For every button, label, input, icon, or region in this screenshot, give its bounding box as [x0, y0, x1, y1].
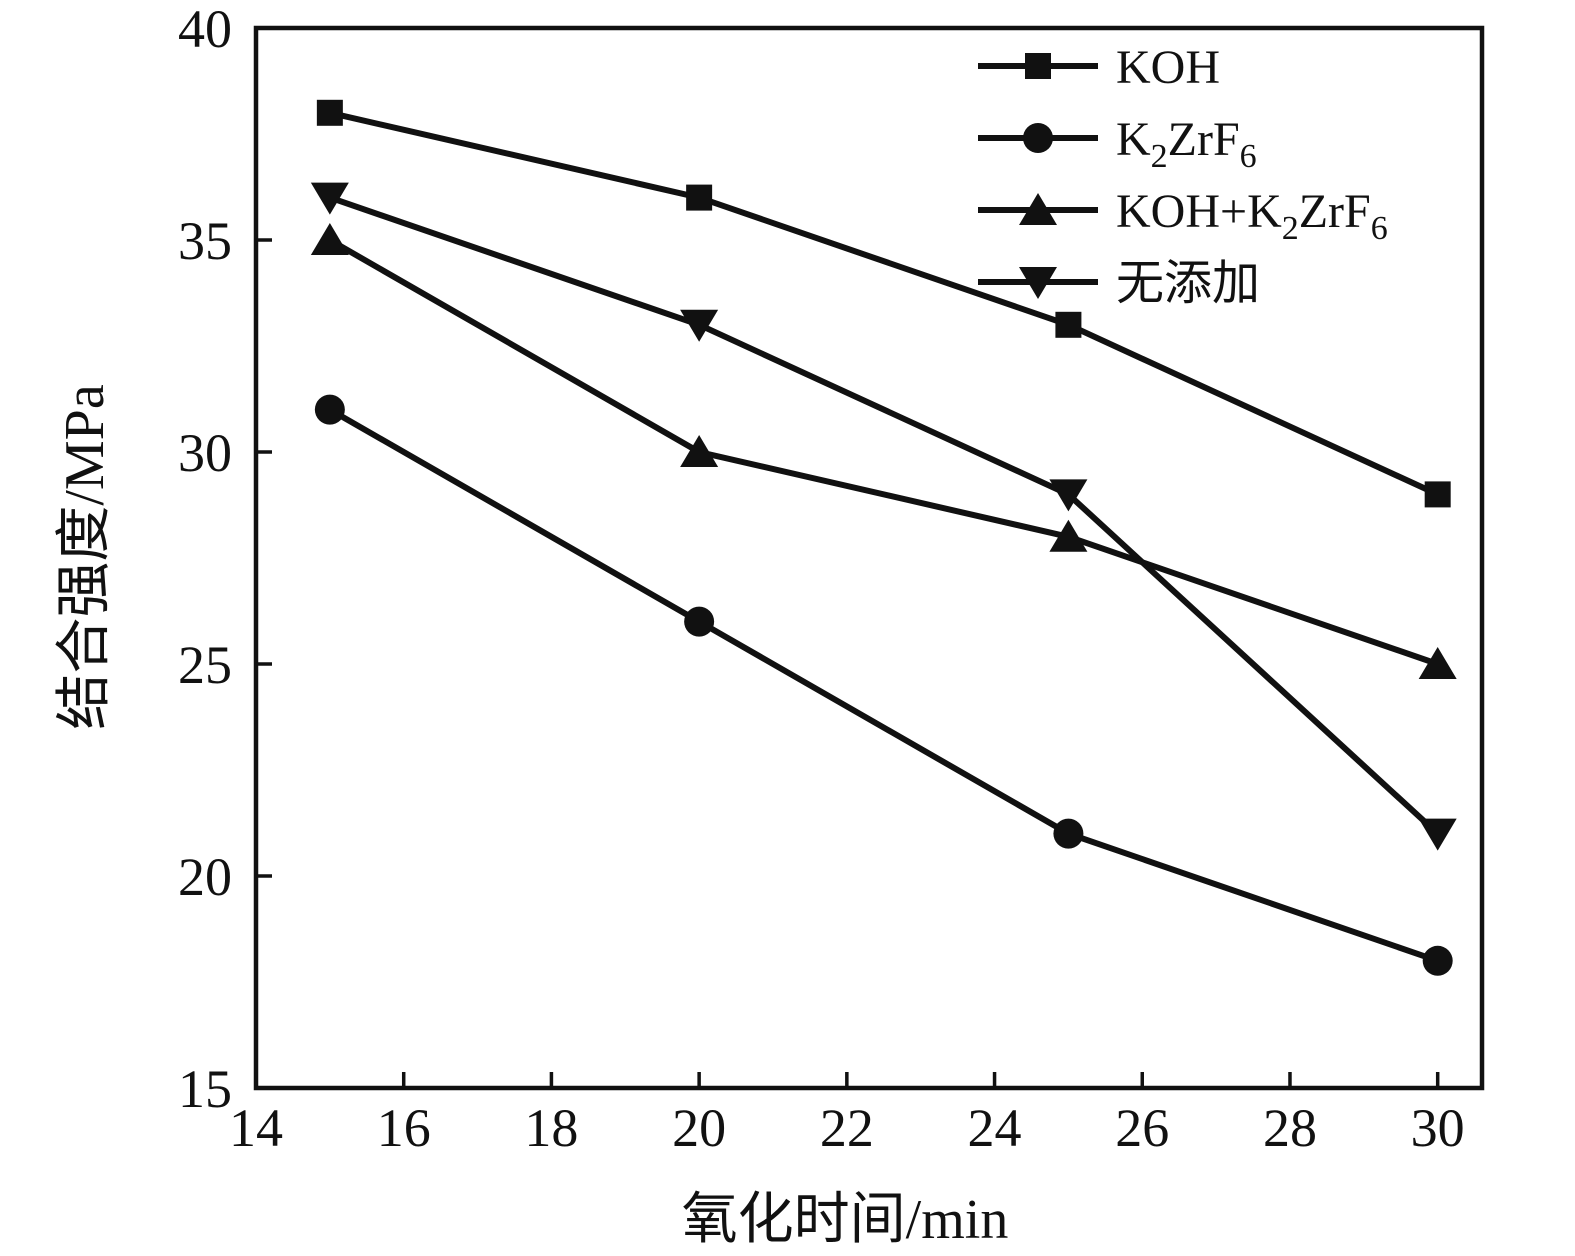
x-tick-label: 18	[524, 1098, 578, 1158]
legend: KOH K2​ZrF6​ KOH+K2​ZrF6​ 无添加	[978, 41, 1388, 310]
legend-label: KOH+K2​ZrF6​	[1116, 185, 1388, 247]
legend-item: KOH+K2​ZrF6​	[978, 185, 1388, 247]
x-tick-label: 22	[820, 1098, 874, 1158]
y-tick-label: 15	[178, 1059, 232, 1119]
data-point-marker	[684, 606, 715, 637]
data-point-marker	[1053, 818, 1084, 849]
series-line	[328, 194, 1440, 836]
legend-item: K2​ZrF6​	[978, 113, 1257, 175]
data-point-marker	[1422, 945, 1453, 976]
x-tick-label: 30	[1411, 1098, 1465, 1158]
data-point-marker	[310, 223, 349, 255]
data-point-marker	[686, 184, 713, 211]
y-tick-label: 20	[178, 847, 232, 907]
x-tick-label: 20	[672, 1098, 726, 1158]
legend-label: 无添加	[1116, 257, 1260, 310]
y-tick-label: 30	[178, 423, 232, 483]
x-tick-label: 16	[377, 1098, 431, 1158]
series-line	[328, 237, 1439, 667]
legend-circle-icon	[1023, 123, 1053, 153]
series-square	[316, 99, 1451, 508]
x-tick-label: 24	[968, 1098, 1022, 1158]
legend-triangle-up-icon	[1019, 193, 1057, 225]
y-tick-label: 40	[178, 0, 232, 59]
series-triangle-up	[310, 223, 1457, 679]
legend-label: K2​ZrF6​	[1116, 113, 1257, 175]
series-triangle-down	[310, 182, 1457, 851]
x-tick-label: 28	[1263, 1098, 1317, 1158]
legend-item: KOH	[978, 41, 1220, 94]
y-tick-label: 25	[178, 635, 232, 695]
x-tick-label: 14	[229, 1098, 283, 1158]
data-point-marker	[1049, 479, 1088, 512]
data-point-marker	[310, 182, 349, 215]
data-point-marker	[1049, 519, 1088, 552]
data-point-marker	[1418, 818, 1457, 851]
series-circle	[314, 394, 1453, 976]
legend-square-icon	[1025, 53, 1051, 79]
data-point-marker	[316, 99, 343, 126]
legend-triangle-down-icon	[1019, 267, 1057, 299]
data-point-marker	[680, 309, 719, 342]
data-point-marker	[1055, 311, 1082, 338]
x-tick-label: 26	[1115, 1098, 1169, 1158]
x-axis-label: 氧化时间/min	[682, 1189, 1009, 1251]
plot-frame	[253, 25, 1485, 1091]
y-axis-label: 结合强度/MPa	[54, 384, 116, 729]
data-point-marker	[680, 435, 719, 467]
data-point-marker	[314, 394, 345, 425]
legend-label: KOH	[1116, 41, 1220, 94]
plot-area: 14 16 18 20 22 24 26 28 30 15 20 25 30 35 40 KOH K2​ZrF6…	[178, 0, 1485, 1158]
y-tick-label: 35	[178, 211, 232, 271]
series-line	[329, 109, 1439, 498]
legend-item: 无添加	[978, 257, 1260, 310]
data-point-marker	[1418, 647, 1457, 679]
series-line	[328, 406, 1439, 964]
data-point-marker	[1424, 481, 1451, 508]
